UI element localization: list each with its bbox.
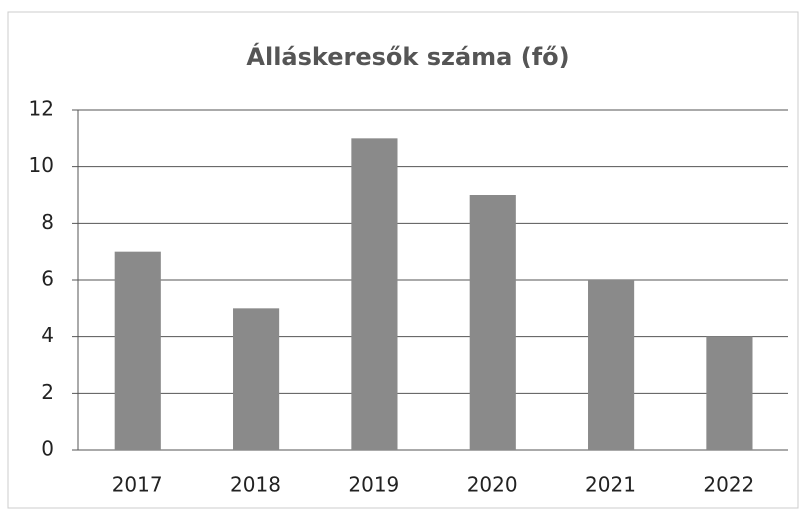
bar: [588, 280, 635, 450]
bar: [114, 251, 161, 450]
y-tick-label: 2: [41, 380, 54, 404]
bar: [469, 195, 516, 450]
chart-title: Álláskeresők száma (fő): [246, 42, 569, 71]
x-tick-label: 2018: [230, 473, 281, 497]
y-tick-label: 0: [41, 437, 54, 461]
y-tick-label: 6: [41, 267, 54, 291]
bar: [706, 336, 753, 450]
y-tick-label: 4: [41, 323, 54, 347]
x-tick-label: 2019: [348, 473, 399, 497]
y-tick-label: 12: [29, 97, 54, 121]
x-tick-label: 2020: [467, 473, 518, 497]
x-tick-label: 2022: [703, 473, 754, 497]
bar: [351, 138, 398, 451]
y-tick-label: 10: [29, 153, 54, 177]
y-tick-label: 8: [41, 210, 54, 234]
x-tick-label: 2021: [585, 473, 636, 497]
bar: [233, 308, 280, 450]
x-tick-label: 2017: [112, 473, 163, 497]
